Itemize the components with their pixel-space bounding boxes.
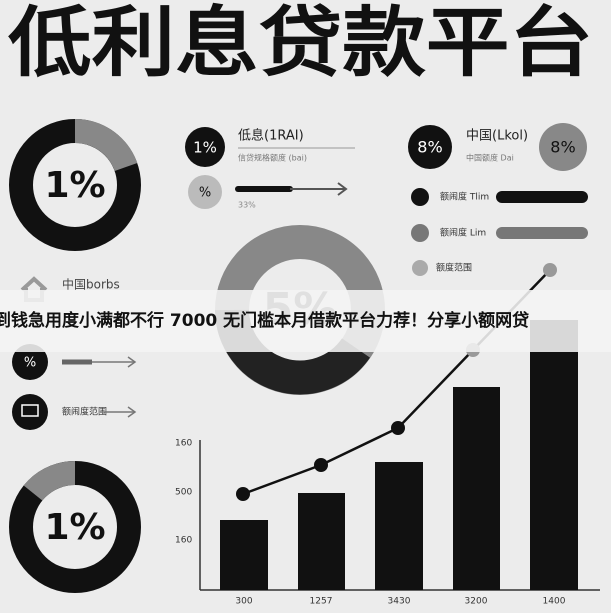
item-note: 33% xyxy=(238,201,256,210)
item-subtitle: 中国额度 Dai xyxy=(466,153,514,163)
icon xyxy=(411,188,429,206)
arrow-head xyxy=(337,182,348,196)
badge xyxy=(12,344,48,380)
row-label: 额闹度 Lim xyxy=(440,227,486,239)
row-label: 额度范围 xyxy=(436,262,472,274)
icon xyxy=(412,260,428,276)
y-label: 160 xyxy=(175,439,192,449)
donut-segment xyxy=(23,460,76,502)
trend-point xyxy=(391,421,405,435)
badge-label: % xyxy=(24,356,36,371)
badge-label: 8% xyxy=(550,138,575,157)
banner xyxy=(0,290,611,352)
bar xyxy=(530,320,578,590)
badge-label: % xyxy=(199,186,211,201)
arrow-head xyxy=(127,406,137,418)
x-label: 1400 xyxy=(543,597,566,607)
x-label: 300 xyxy=(235,597,252,607)
badge-label: 8% xyxy=(417,138,442,157)
bar xyxy=(298,493,345,590)
item-title: 中国(Lkol) xyxy=(466,129,528,144)
badge xyxy=(185,127,225,167)
item-title: 低息(1RAI) xyxy=(238,128,304,144)
bar xyxy=(220,520,268,590)
bar xyxy=(453,387,500,590)
x-label: 3200 xyxy=(465,597,488,607)
badge-label: 1% xyxy=(193,139,217,157)
badge xyxy=(539,123,587,171)
banner-text: 到钱急用度小满都不行 7000 无门槛本月借款平台力荐！分享小额网贷 xyxy=(0,310,529,331)
trend-point xyxy=(236,487,250,501)
icon xyxy=(411,224,429,242)
item-subtitle: 信贷规格额度 (bai) xyxy=(238,153,307,163)
badge xyxy=(188,175,222,209)
title: 低利息贷款平台 xyxy=(8,0,593,87)
donut-label: 1% xyxy=(44,507,105,548)
trend-point xyxy=(543,263,557,277)
row-label: 额闹度范围 xyxy=(62,406,107,418)
badge xyxy=(408,125,452,169)
badge-icon xyxy=(21,404,39,417)
row-label: 额闹度 Tlim xyxy=(440,191,489,203)
arrow-head xyxy=(127,356,137,368)
donut-segment xyxy=(74,118,138,172)
trend-point xyxy=(314,458,328,472)
section-title: 中国borbs xyxy=(62,277,120,292)
y-label: 160 xyxy=(175,536,192,546)
bar xyxy=(375,462,423,590)
y-label: 500 xyxy=(175,488,192,498)
x-label: 1257 xyxy=(310,597,333,607)
x-label: 3430 xyxy=(388,597,411,607)
donut-label: 1% xyxy=(44,165,105,206)
badge xyxy=(12,394,48,430)
